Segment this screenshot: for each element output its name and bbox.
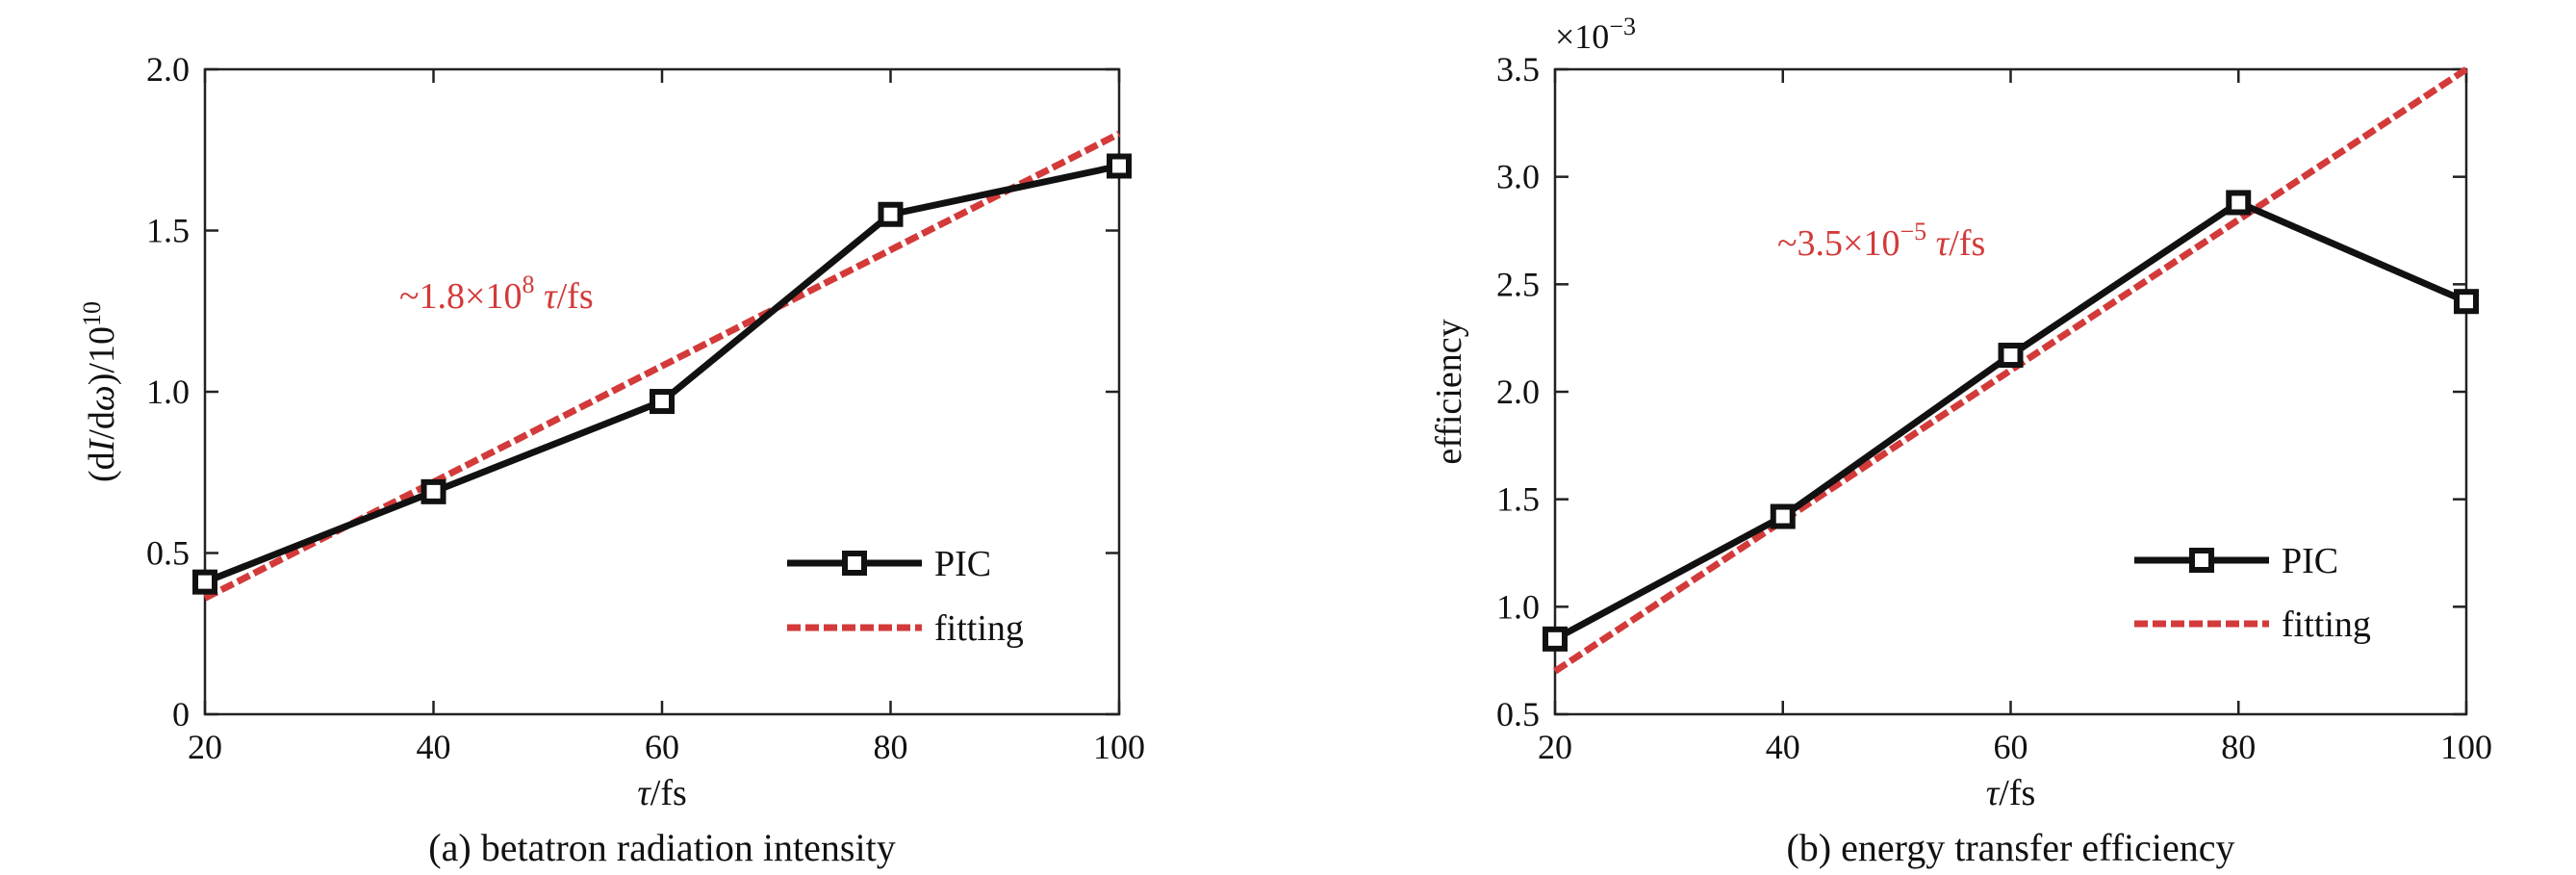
legend-pic-marker [2189,548,2214,573]
fit-slope-annotation: ~1.8×108 τ/fs [399,270,594,317]
pic-data-point [2226,190,2252,216]
x-axis-label: τ/fs [1986,773,2036,813]
legend: PIC fitting [787,544,1024,649]
pic-data-point [878,201,904,227]
y-tick-label: 0.5 [146,534,190,573]
pic-data-point [650,389,675,415]
x-tick-label: 80 [874,728,908,766]
y-tick-label: 0.5 [1496,695,1540,733]
x-tick-label: 20 [188,728,222,766]
chart-panel-b: 20 40 60 80 100 0.5 1.0 1.5 2.0 2.5 3.0 3.5 ×10−3 τ/f… [1429,13,2492,869]
pic-line [203,163,1120,585]
series-pic [192,153,1132,595]
pic-data-point [192,569,217,595]
x-tick-label: 80 [2221,728,2256,766]
chart-caption: (b) energy transfer efficiency [1786,826,2234,869]
pic-data-point [1107,153,1132,179]
pic-data-point [421,478,446,504]
y-tick-label: 1.0 [146,373,190,411]
y-tick-label: 3.5 [1496,50,1540,89]
y-tick-label: 1.5 [1496,480,1540,519]
x-tick-label: 60 [1994,728,2028,766]
y-tick-label: 1.5 [146,212,190,250]
y-tick-label: 2.0 [1496,373,1540,411]
y-tick-label: 1.0 [1496,587,1540,626]
x-tick-label: 40 [417,728,451,766]
legend-label-pic: PIC [934,544,991,584]
y-tick-label: 2.0 [146,50,190,89]
fit-slope-annotation: ~3.5×10−5 τ/fs [1777,218,1985,264]
pic-data-point [1543,626,1568,652]
y-exponent-label: ×10−3 [1555,13,1636,56]
legend-label-fitting: fitting [934,608,1024,649]
x-tick-label: 100 [2440,728,2492,766]
legend-pic-marker [842,551,867,576]
pic-data-point [2454,289,2479,315]
x-tick-label: 60 [645,728,679,766]
y-axis-label: (dI/dω)/1010 [78,301,122,482]
chart-caption: (a) betatron radiation intensity [428,826,895,869]
y-tick-label: 3.0 [1496,158,1540,196]
chart-panel-a: 20 40 60 80 100 0 0.5 1.0 1.5 2.0 τ/fs (dI/dω)/1010… [78,50,1145,869]
legend-label-fitting: fitting [2282,605,2371,645]
y-axis-label: efficiency [1429,319,1469,464]
y-tick-label: 2.5 [1496,265,1540,303]
pic-data-point [1770,503,1796,529]
x-axis-label: τ/fs [637,773,687,813]
x-tick-label: 40 [1766,728,1800,766]
legend: PIC fitting [2134,541,2371,645]
pic-data-point [1998,343,2024,369]
series-pic [1543,190,2479,652]
x-tick-label: 100 [1093,728,1145,766]
x-tick-label: 20 [1538,728,1572,766]
legend-label-pic: PIC [2282,541,2338,581]
y-tick-label: 0 [172,695,190,733]
